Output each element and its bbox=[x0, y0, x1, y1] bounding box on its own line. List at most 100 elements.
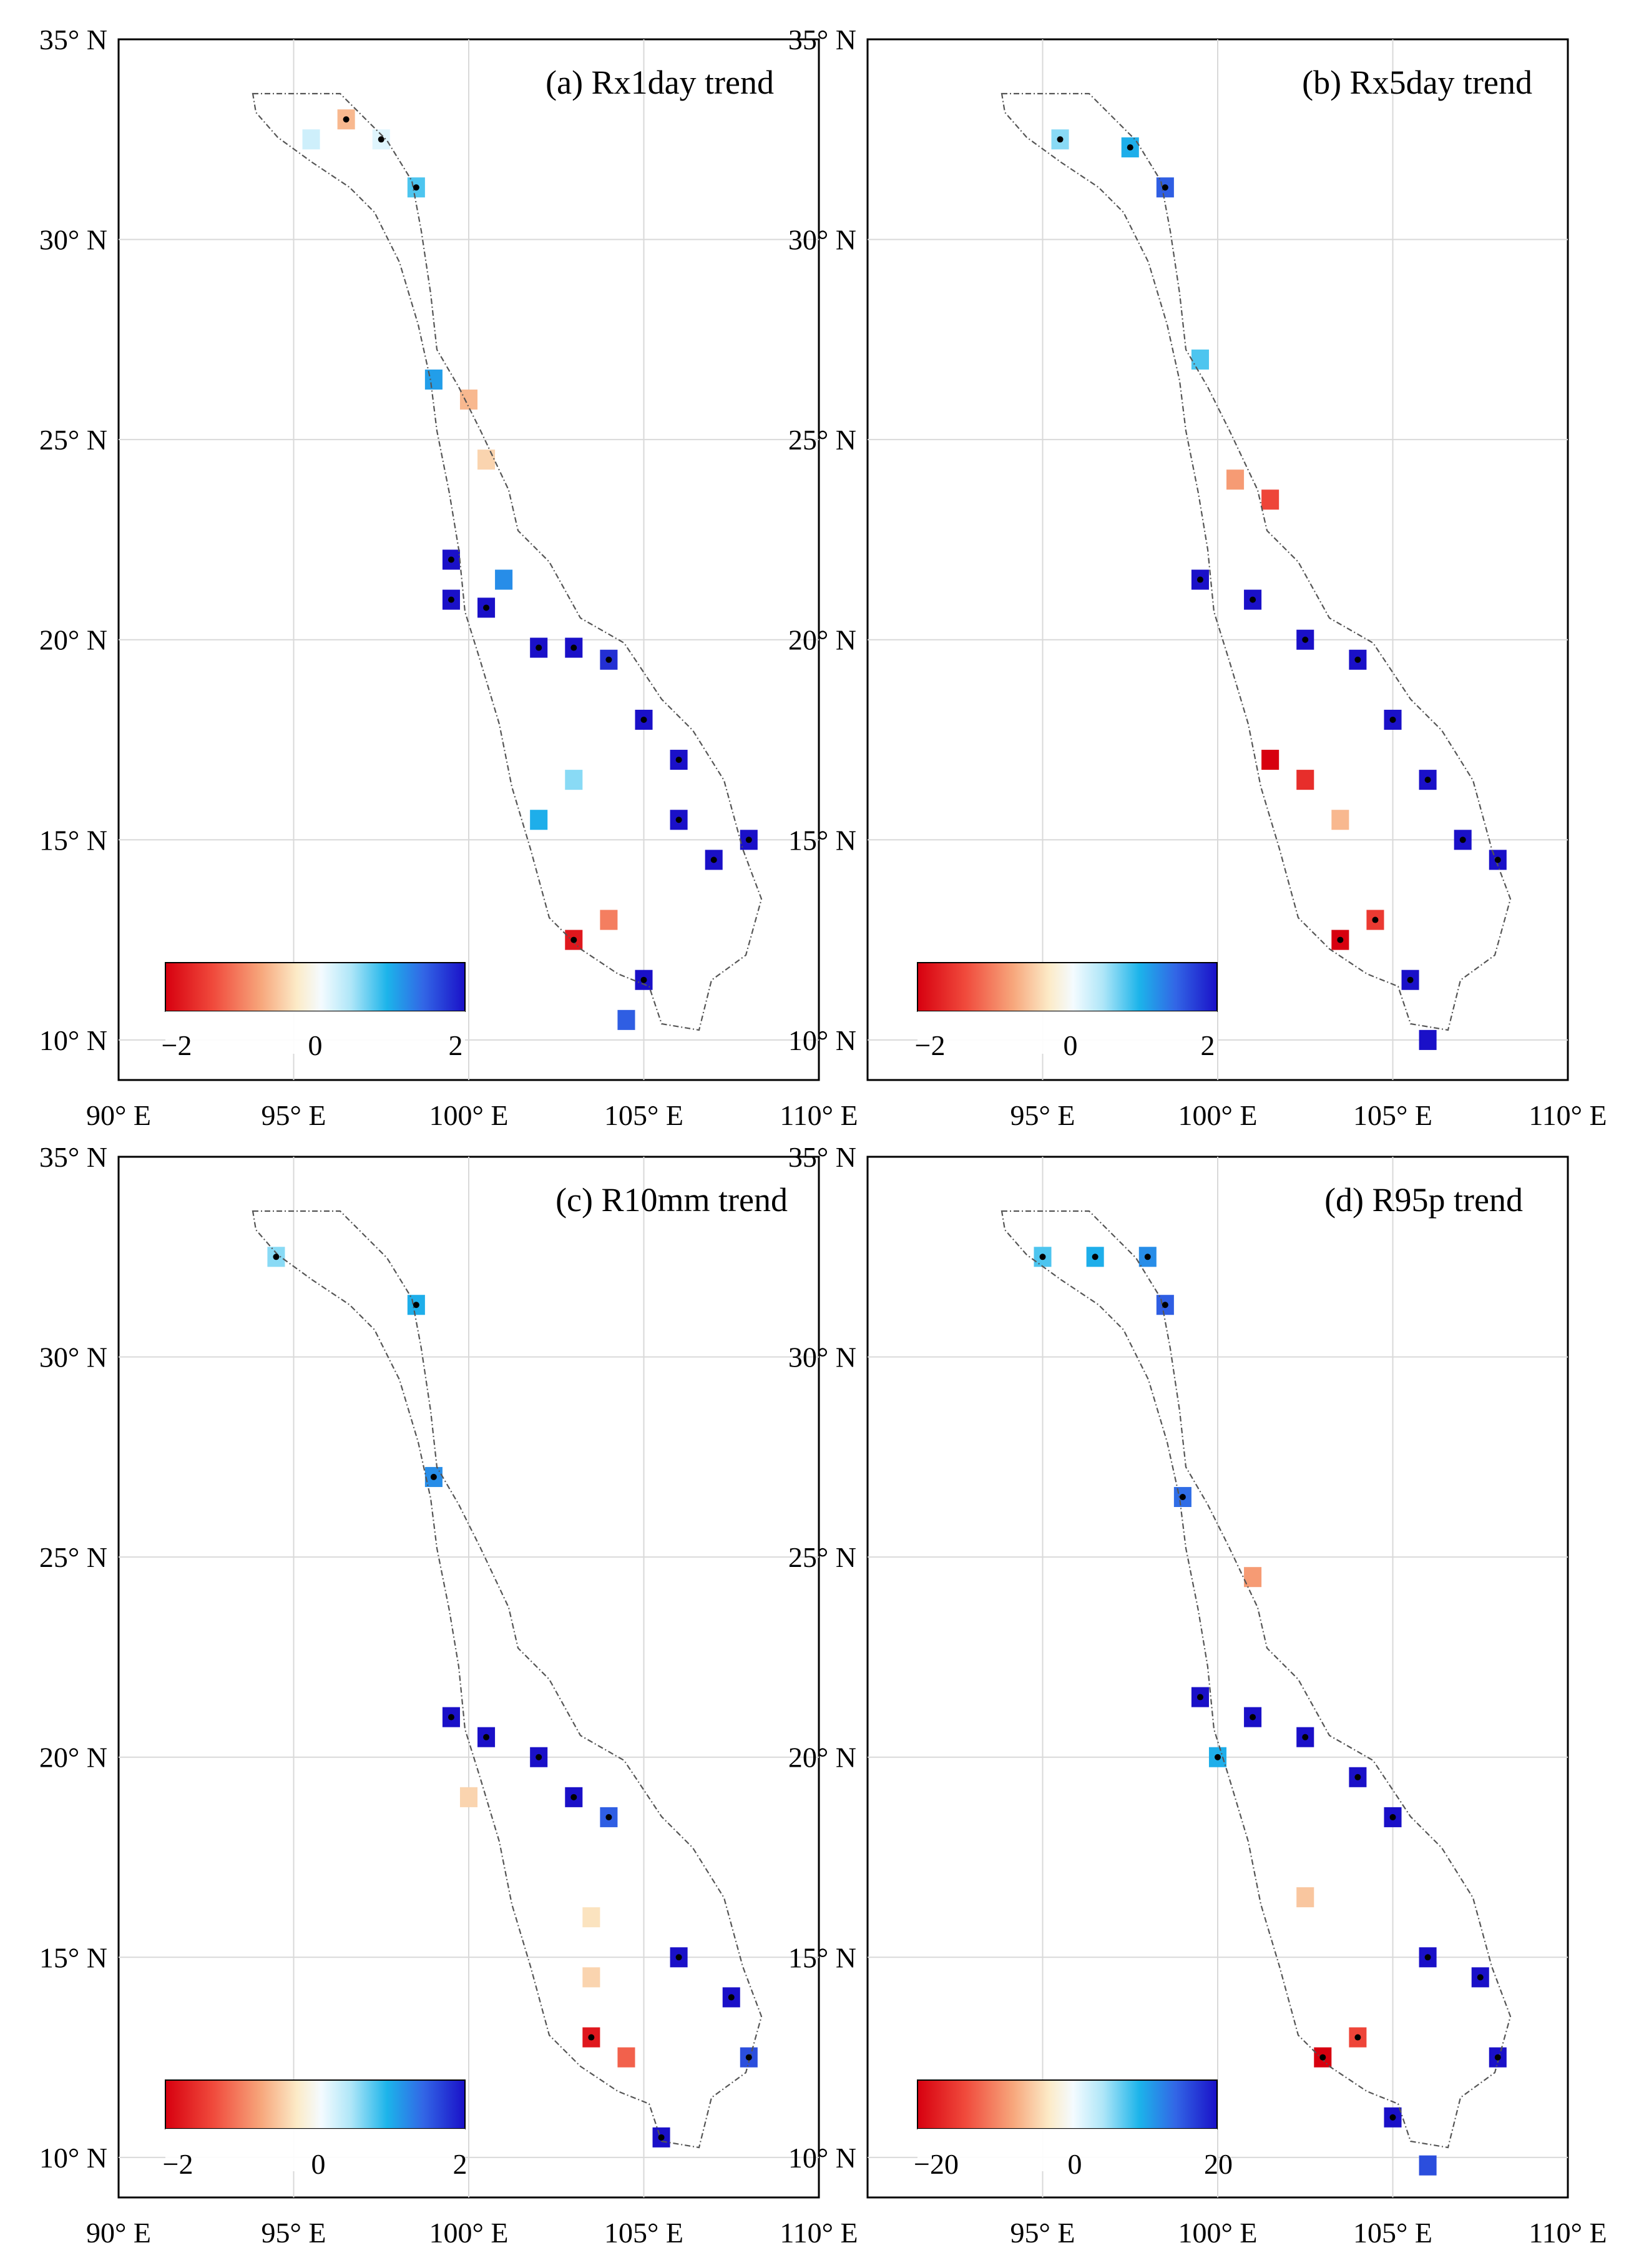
y-tick-label: 20° N bbox=[788, 1742, 856, 1774]
grid-cell bbox=[302, 129, 320, 150]
significance-dot bbox=[640, 976, 647, 983]
y-tick-label: 30° N bbox=[788, 1342, 856, 1373]
colorbar-tick-label: 20 bbox=[1204, 2148, 1233, 2180]
significance-dot bbox=[1196, 1694, 1203, 1701]
grid bbox=[868, 1157, 1568, 2197]
significance-dot bbox=[1389, 716, 1396, 723]
x-tick-label: 95° E bbox=[1010, 2217, 1075, 2249]
x-axis-ticks: 95° E 100° E 105° E 110° E bbox=[1010, 2217, 1607, 2249]
significance-dots bbox=[273, 1254, 752, 2141]
significance-dot bbox=[413, 184, 419, 191]
y-tick-label: 30° N bbox=[39, 224, 107, 256]
y-tick-label: 15° N bbox=[788, 824, 856, 856]
colorbar-tick-label: 2 bbox=[453, 2148, 467, 2180]
grid-cell bbox=[1296, 770, 1314, 790]
x-tick-label: 110° E bbox=[780, 1099, 858, 1131]
x-tick-label: 90° E bbox=[86, 2217, 151, 2249]
x-tick-label: 95° E bbox=[1010, 1099, 1075, 1131]
x-tick-label: 95° E bbox=[262, 2217, 326, 2249]
x-tick-label: 100° E bbox=[429, 2217, 509, 2249]
significance-dot bbox=[1250, 596, 1256, 603]
grid-cell bbox=[1296, 1887, 1314, 1908]
x-tick-label: 105° E bbox=[1353, 1099, 1432, 1131]
significance-dot bbox=[745, 2054, 752, 2061]
significance-dot bbox=[1179, 1493, 1186, 1500]
colorbar-tick-label: −2 bbox=[162, 1029, 192, 1061]
x-axis-ticks: 90° E 95° E 100° E 105° E 110° E bbox=[86, 2217, 858, 2249]
colorbar-ramp bbox=[917, 2079, 1218, 2129]
colorbar-tick-label: −2 bbox=[915, 1029, 946, 1061]
y-tick-label: 30° N bbox=[788, 224, 856, 256]
significance-dot bbox=[343, 116, 350, 123]
grid-cell bbox=[1226, 469, 1245, 490]
significance-dot bbox=[1477, 1974, 1484, 1981]
significance-dot bbox=[378, 136, 384, 143]
colorbar-tick-area bbox=[165, 1011, 465, 1054]
significance-dot bbox=[1144, 1254, 1151, 1260]
x-tick-label: 110° E bbox=[1529, 1099, 1607, 1131]
y-tick-label: 35° N bbox=[39, 24, 107, 56]
significance-dot bbox=[1424, 777, 1431, 783]
colorbar-tick-label: −20 bbox=[914, 2148, 959, 2180]
colorbar-tick-label: 2 bbox=[449, 1029, 463, 1061]
x-axis-ticks: 90° E 95° E 100° E 105° E 110° E bbox=[86, 1099, 858, 1131]
significance-dot bbox=[1354, 656, 1361, 663]
x-tick-label: 100° E bbox=[429, 1099, 509, 1131]
grid bbox=[119, 1157, 819, 2197]
grid-cell bbox=[477, 449, 496, 470]
y-tick-label: 15° N bbox=[39, 824, 107, 856]
colorbar-ramp bbox=[917, 962, 1218, 1012]
panel-title: (c) R10mm trend bbox=[555, 1181, 788, 1219]
y-tick-label: 35° N bbox=[788, 24, 856, 56]
colorbar-tick-label: 0 bbox=[1064, 1029, 1078, 1061]
grid-cell bbox=[459, 390, 478, 410]
significance-dot bbox=[1196, 576, 1203, 583]
significance-dot bbox=[430, 1473, 437, 1480]
significance-dot bbox=[536, 1754, 542, 1760]
significance-dot bbox=[1127, 144, 1133, 151]
significance-dot bbox=[483, 604, 490, 611]
significance-dot bbox=[658, 2134, 665, 2141]
grid-cell bbox=[459, 1787, 478, 1807]
significance-dot bbox=[1039, 1254, 1046, 1260]
significance-dots bbox=[343, 116, 752, 983]
significance-dots bbox=[1039, 1254, 1501, 2121]
panel-title: (b) Rx5day trend bbox=[1302, 64, 1532, 101]
grid-cell bbox=[1261, 489, 1279, 510]
y-tick-label: 20° N bbox=[39, 1742, 107, 1774]
grid-cell bbox=[1191, 349, 1209, 370]
grid-cell bbox=[617, 2047, 635, 2068]
panel-d: (d) R95p trend −20 0 20 10° N 15° N 20° N 2… bbox=[788, 1141, 1607, 2249]
grid-cell bbox=[582, 1967, 600, 1988]
significance-dot bbox=[1250, 1714, 1256, 1721]
significance-dot bbox=[1494, 2054, 1501, 2061]
significance-dot bbox=[1407, 976, 1414, 983]
significance-dot bbox=[1302, 1734, 1309, 1740]
y-tick-label: 10° N bbox=[39, 2142, 107, 2174]
colorbar-tick-label: 0 bbox=[308, 1029, 323, 1061]
significance-dot bbox=[675, 817, 682, 823]
x-tick-label: 110° E bbox=[1529, 2217, 1607, 2249]
colorbar-ramp bbox=[165, 2079, 466, 2129]
y-tick-label: 25° N bbox=[788, 1541, 856, 1573]
significance-dot bbox=[1302, 636, 1309, 643]
x-axis-ticks: 95° E 100° E 105° E 110° E bbox=[1010, 1099, 1607, 1131]
significance-dot bbox=[413, 1302, 419, 1308]
y-axis-ticks: 10° N 15° N 20° N 25° N 30° N 35° N bbox=[788, 1141, 856, 2174]
significance-dot bbox=[1389, 2114, 1396, 2121]
y-tick-label: 20° N bbox=[39, 624, 107, 656]
grid-cell bbox=[1419, 1029, 1437, 1050]
significance-dot bbox=[536, 644, 542, 651]
colorbar-tick-area bbox=[917, 2129, 1217, 2171]
significance-dot bbox=[675, 1954, 682, 1961]
colorbar: −20 0 20 bbox=[914, 2079, 1233, 2180]
significance-dot bbox=[1337, 936, 1344, 943]
y-tick-label: 10° N bbox=[788, 1024, 856, 1056]
significance-dot bbox=[1057, 136, 1064, 143]
grid-cell bbox=[495, 569, 513, 590]
colorbar: −2 0 2 bbox=[163, 2079, 467, 2180]
y-tick-label: 35° N bbox=[788, 1141, 856, 1173]
y-tick-label: 20° N bbox=[788, 624, 856, 656]
significance-dot bbox=[273, 1254, 280, 1260]
